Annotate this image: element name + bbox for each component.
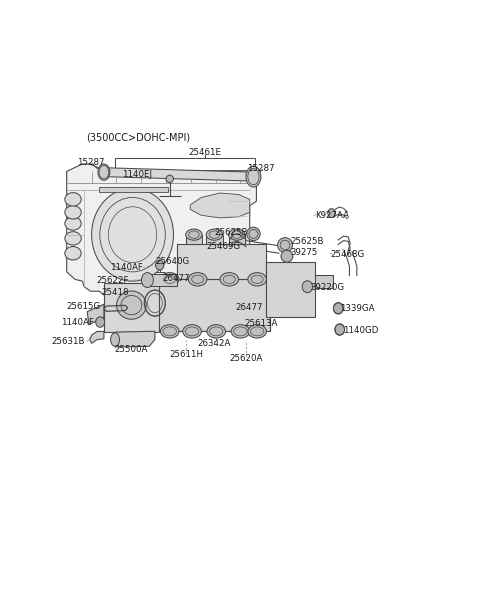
Text: K927AA: K927AA [315, 211, 349, 220]
Ellipse shape [277, 237, 292, 253]
Text: 25615G: 25615G [66, 302, 100, 310]
Ellipse shape [248, 325, 266, 338]
Polygon shape [155, 279, 270, 331]
Text: 1140AF: 1140AF [110, 263, 143, 272]
Ellipse shape [220, 272, 239, 286]
Polygon shape [315, 275, 333, 288]
Polygon shape [186, 234, 202, 244]
Text: 1140GD: 1140GD [344, 326, 379, 335]
Ellipse shape [188, 272, 207, 286]
Ellipse shape [65, 193, 81, 206]
Text: 25631B: 25631B [52, 337, 85, 346]
Ellipse shape [156, 260, 164, 270]
Text: 39275: 39275 [290, 248, 317, 257]
Ellipse shape [183, 325, 202, 338]
Text: 1339GA: 1339GA [340, 304, 374, 313]
Text: 1140AF: 1140AF [60, 318, 94, 327]
Ellipse shape [335, 324, 345, 335]
Text: 25418: 25418 [101, 288, 129, 297]
Ellipse shape [65, 247, 81, 260]
Text: (3500CC>DOHC-MPI): (3500CC>DOHC-MPI) [86, 133, 190, 143]
Ellipse shape [247, 227, 260, 241]
Ellipse shape [186, 229, 202, 241]
Ellipse shape [160, 325, 179, 338]
Ellipse shape [206, 229, 223, 241]
Text: 25625B: 25625B [215, 228, 248, 237]
Text: 25640G: 25640G [155, 257, 190, 266]
Text: 25500A: 25500A [115, 346, 148, 354]
Ellipse shape [328, 209, 335, 217]
Polygon shape [266, 262, 315, 317]
Ellipse shape [166, 175, 173, 182]
Ellipse shape [248, 272, 266, 286]
Text: 25468G: 25468G [331, 250, 365, 258]
Text: 15287: 15287 [247, 164, 275, 173]
Text: 25611H: 25611H [169, 350, 204, 359]
Polygon shape [104, 283, 159, 332]
Text: 26477: 26477 [235, 303, 263, 312]
Text: 25625B: 25625B [290, 237, 324, 246]
Ellipse shape [98, 164, 110, 181]
Text: 25622F: 25622F [96, 276, 129, 285]
Polygon shape [67, 164, 256, 309]
Ellipse shape [231, 325, 250, 338]
Ellipse shape [96, 317, 105, 327]
Ellipse shape [117, 291, 146, 319]
Ellipse shape [65, 217, 81, 230]
Text: 25613A: 25613A [244, 319, 277, 329]
Text: 39220G: 39220G [310, 283, 344, 292]
Polygon shape [147, 274, 177, 286]
Ellipse shape [207, 325, 226, 338]
Ellipse shape [65, 206, 81, 219]
Ellipse shape [228, 229, 245, 241]
Text: 1140EJ: 1140EJ [122, 170, 152, 179]
Ellipse shape [334, 303, 343, 314]
Polygon shape [190, 193, 250, 218]
Ellipse shape [65, 232, 81, 245]
Text: 15287: 15287 [77, 159, 104, 167]
Ellipse shape [160, 272, 179, 286]
Text: 25620A: 25620A [229, 354, 263, 363]
Text: 26342A: 26342A [198, 339, 231, 348]
Polygon shape [99, 187, 168, 192]
Ellipse shape [142, 272, 154, 288]
Ellipse shape [281, 250, 293, 262]
Polygon shape [206, 234, 223, 244]
Polygon shape [104, 168, 253, 181]
Ellipse shape [110, 333, 120, 346]
Ellipse shape [92, 188, 173, 281]
Text: 25469G: 25469G [206, 242, 240, 251]
Ellipse shape [302, 281, 312, 293]
Polygon shape [177, 244, 266, 283]
Polygon shape [87, 304, 104, 325]
Polygon shape [228, 234, 245, 244]
Polygon shape [115, 331, 155, 347]
Ellipse shape [246, 166, 261, 187]
Polygon shape [90, 331, 104, 343]
Text: 26477: 26477 [162, 274, 190, 283]
Text: 25461E: 25461E [189, 148, 222, 157]
